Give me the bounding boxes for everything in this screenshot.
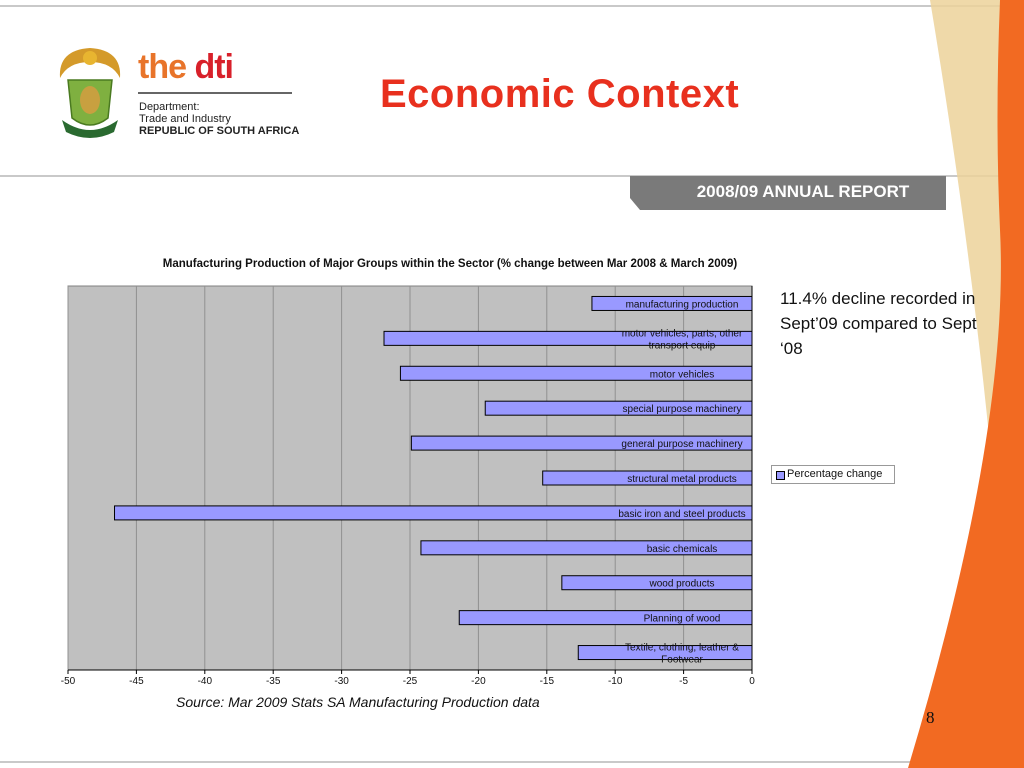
chart-title: Manufacturing Production of Major Groups…	[162, 258, 738, 270]
category-label: basic chemicals	[647, 544, 718, 555]
category-label: general purpose machinery	[621, 439, 742, 450]
page-title: Economic Context	[380, 72, 740, 116]
x-tick-label: -20	[471, 676, 486, 687]
x-tick-label: 0	[749, 676, 755, 687]
x-tick-label: -30	[334, 676, 349, 687]
side-note: 11.4% decline recorded in Sept’09 compar…	[780, 289, 977, 358]
page-number: 8	[926, 708, 935, 727]
report-banner-text: 2008/09 ANNUAL REPORT	[696, 182, 910, 201]
category-label: wood products	[648, 579, 714, 590]
wordmark-dti: dti	[194, 48, 234, 86]
x-tick-label: -10	[608, 676, 623, 687]
category-label: Textile, clothing, leather & Footwear	[625, 643, 739, 666]
bar	[542, 470, 753, 486]
category-label: structural metal products	[627, 474, 737, 485]
department-line-2: Trade and Industry	[139, 113, 231, 125]
category-label: basic iron and steel products	[618, 509, 745, 520]
orange-stripe	[908, 0, 1024, 768]
department-line-1: Department:	[139, 101, 200, 113]
x-tick-label: -5	[679, 676, 688, 687]
category-label: motor vehicles	[650, 369, 714, 380]
coat-of-arms-emblem	[59, 48, 121, 138]
category-label: motor vehicles, parts, other transport eq…	[622, 328, 743, 351]
x-tick-label: -45	[129, 676, 144, 687]
category-label: Planning of wood	[644, 614, 721, 625]
bar	[383, 330, 753, 346]
dti-wordmark: the dti	[138, 48, 234, 87]
x-tick-label: -25	[403, 676, 418, 687]
x-tick-label: -50	[61, 676, 76, 687]
bar	[399, 365, 753, 381]
category-label: manufacturing production	[626, 299, 739, 310]
bar	[458, 610, 753, 626]
x-tick-label: -15	[540, 676, 555, 687]
bar	[410, 435, 753, 451]
x-tick-label: -35	[266, 676, 281, 687]
report-banner	[630, 176, 946, 210]
department-line-3: REPUBLIC OF SOUTH AFRICA	[139, 125, 300, 137]
bar	[561, 575, 753, 591]
source-note: Source: Mar 2009 Stats SA Manufacturing …	[176, 694, 540, 710]
legend-swatch	[776, 471, 785, 480]
x-tick-label: -40	[198, 676, 213, 687]
wordmark-the: the	[138, 48, 187, 86]
category-label: special purpose machinery	[623, 404, 742, 415]
bar	[577, 645, 753, 661]
bar	[484, 400, 753, 416]
bar	[420, 540, 753, 556]
chart-legend: Percentage change	[771, 465, 895, 484]
bar	[114, 505, 753, 521]
legend-label: Percentage change	[787, 468, 883, 480]
bar	[591, 295, 753, 311]
